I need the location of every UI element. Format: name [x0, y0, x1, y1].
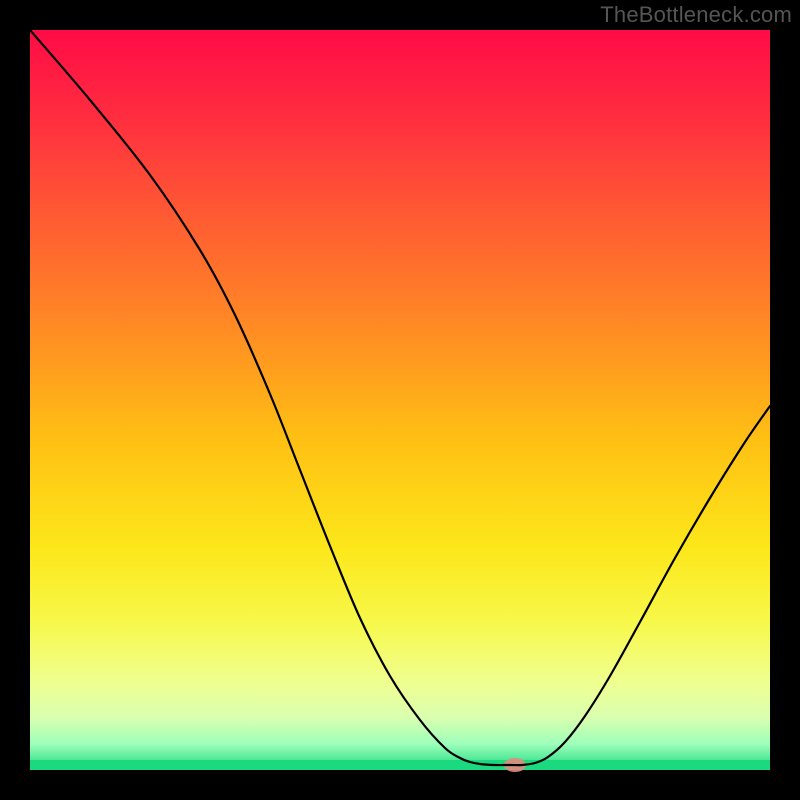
bottom-band [30, 760, 770, 770]
chart-background [30, 30, 770, 770]
chart-area [0, 0, 800, 800]
watermark-text: TheBottleneck.com [600, 2, 792, 28]
bottleneck-chart-svg [0, 0, 800, 800]
chart-container: TheBottleneck.com [0, 0, 800, 800]
